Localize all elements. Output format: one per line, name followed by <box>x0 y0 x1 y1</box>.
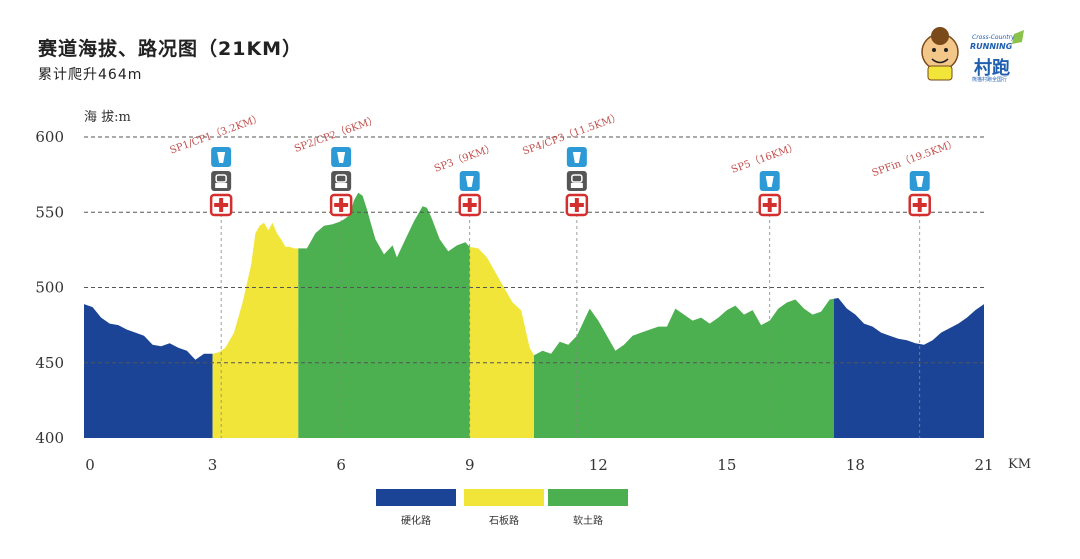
legend-swatch-hard-road <box>376 489 456 506</box>
station-label-2: SP3（9KM） <box>433 142 497 175</box>
segment-area-5 <box>834 298 984 438</box>
aid-cross-v <box>219 198 224 212</box>
aid-cross-v <box>574 198 579 212</box>
y-tick-label-450: 450 <box>35 354 64 372</box>
toilet-icon-base <box>335 183 348 188</box>
segment-area-3 <box>469 246 534 438</box>
logo-line4: 熊猫村跑全国行 <box>972 77 1008 83</box>
x-tick-label-3: 3 <box>208 456 218 474</box>
x-tick-label-21: 21 <box>974 456 993 474</box>
total-climb: 累计爬升464m <box>38 67 143 83</box>
segment-area-2 <box>298 192 470 438</box>
water-icon-cup <box>915 176 924 187</box>
y-tick-label-550: 550 <box>35 203 64 221</box>
aid-cross-v <box>467 198 472 212</box>
station-label-4: SP5（16KM） <box>730 141 800 176</box>
x-axis-unit: KM <box>1008 457 1031 472</box>
mascot-icon <box>921 27 1024 81</box>
legend-label-soft-road: 软土路 <box>573 516 603 527</box>
x-tick-label-9: 9 <box>465 456 475 474</box>
toilet-icon-base <box>215 183 228 188</box>
toilet-icon-top <box>571 174 583 183</box>
water-icon-cup <box>465 176 474 187</box>
toilet-icon-base <box>570 183 583 188</box>
x-tick-label-18: 18 <box>846 456 865 474</box>
water-icon-cup <box>217 152 226 163</box>
aid-cross-v <box>767 198 772 212</box>
water-icon-cup <box>765 176 774 187</box>
y-tick-label-400: 400 <box>35 429 64 447</box>
legend-item-hard-road: 硬化路 <box>376 489 456 527</box>
x-tick-label-6: 6 <box>336 456 346 474</box>
logo-line3: 村跑 <box>974 58 1010 79</box>
water-icon-cup <box>337 152 346 163</box>
logo-line2: RUNNING <box>970 42 1013 51</box>
legend-label-hard-road: 硬化路 <box>401 516 431 527</box>
logo-line1: Cross-Country <box>972 34 1015 41</box>
race-logo: Cross-Country RUNNING 村跑 熊猫村跑全国行 <box>918 14 1028 84</box>
legend-swatch-soft-road <box>548 489 628 506</box>
x-tick-label-0: 0 <box>85 456 95 474</box>
y-tick-label-600: 600 <box>35 128 64 146</box>
y-tick-label-500: 500 <box>35 279 64 297</box>
segment-area-0 <box>84 304 213 438</box>
aid-cross-v <box>917 198 922 212</box>
y-axis-label: 海 拔:m <box>84 110 131 125</box>
water-icon-cup <box>572 152 581 163</box>
segment-area-4 <box>534 298 834 438</box>
legend-label-stone-road: 石板路 <box>489 516 519 527</box>
x-tick-label-12: 12 <box>589 456 608 474</box>
legend-item-stone-road: 石板路 <box>464 489 544 527</box>
segment-area-1 <box>212 222 299 438</box>
legend-item-soft-road: 软土路 <box>548 489 628 527</box>
aid-cross-v <box>339 198 344 212</box>
legend-swatch-stone-road <box>464 489 544 506</box>
chart-title: 赛道海拔、路况图（21KM） <box>38 38 303 60</box>
x-tick-label-15: 15 <box>717 456 736 474</box>
toilet-icon-top <box>215 174 227 183</box>
legend: 硬化路 石板路 软土路 <box>376 489 636 539</box>
toilet-icon-top <box>335 174 347 183</box>
